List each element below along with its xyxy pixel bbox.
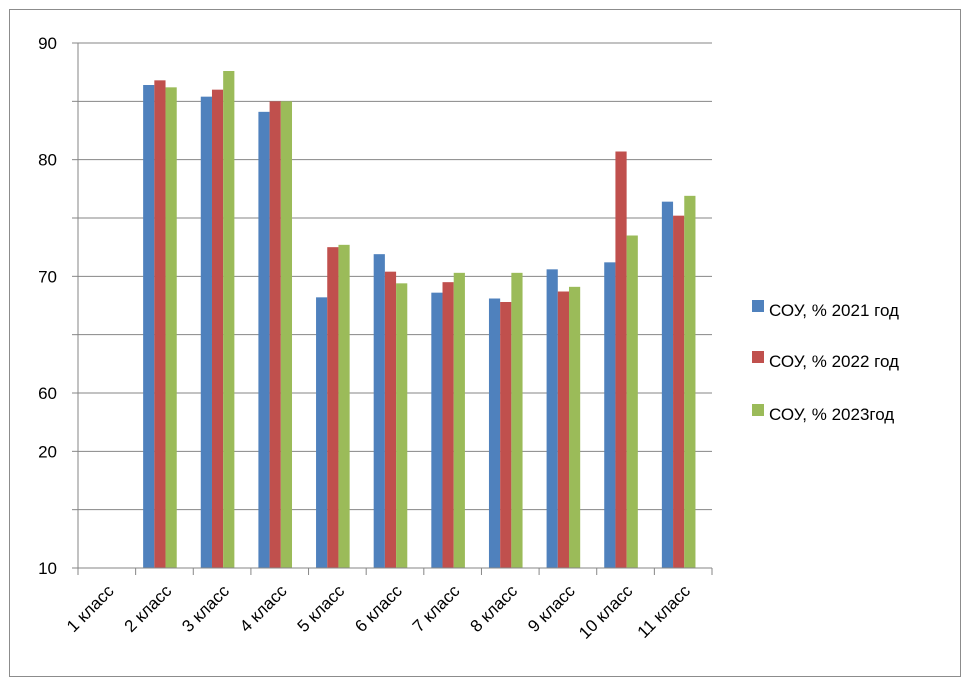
bar xyxy=(615,151,627,568)
x-tick-label: 11 класс xyxy=(634,581,695,642)
y-tick-label: 60 xyxy=(38,384,57,403)
y-tick-label: 20 xyxy=(38,442,57,461)
bar xyxy=(154,80,166,568)
x-tick-labels: 1 класс 2 класс 3 класс 4 класс 5 класс 6 кла… xyxy=(63,581,694,643)
x-tick-label: 9 класс xyxy=(524,581,579,636)
bar xyxy=(143,85,155,568)
bar xyxy=(384,271,397,568)
bar xyxy=(626,235,638,568)
x-tick-label: 3 класс xyxy=(178,581,233,636)
y-tick-label: 70 xyxy=(38,267,57,286)
bar xyxy=(338,244,350,569)
legend-swatch xyxy=(752,404,764,416)
bar xyxy=(431,292,443,568)
bar xyxy=(511,272,523,568)
axes xyxy=(72,42,713,575)
bar xyxy=(200,96,212,569)
bar xyxy=(373,254,385,568)
legend-label: СОУ, % 2022 год xyxy=(769,352,899,371)
bar xyxy=(453,272,465,568)
x-tick-label: 6 класс xyxy=(351,581,406,636)
y-tick-labels: 90 80 70 60 20 10 xyxy=(38,34,57,578)
bar xyxy=(684,195,696,569)
y-tick-label: 10 xyxy=(38,559,57,578)
legend-swatch xyxy=(752,351,764,363)
bar xyxy=(500,302,512,568)
bar xyxy=(557,291,569,568)
x-tick-label: 1 класс xyxy=(63,581,118,636)
bar xyxy=(223,71,235,568)
x-tick-label: 10 класс xyxy=(575,581,637,643)
bar xyxy=(269,101,281,568)
bar xyxy=(546,269,558,568)
bar xyxy=(327,247,339,568)
x-tick-label: 7 класс xyxy=(409,581,464,636)
bar xyxy=(211,89,224,569)
bar xyxy=(442,282,454,568)
legend: СОУ, % 2021 год СОУ, % 2022 год СОУ, % 202… xyxy=(752,300,899,424)
bar xyxy=(661,201,674,568)
bar xyxy=(673,215,685,568)
bar xyxy=(568,286,581,568)
x-tick-label: 2 класс xyxy=(121,581,176,636)
y-tick-label: 80 xyxy=(38,151,57,170)
bar xyxy=(316,297,328,568)
legend-label: СОУ, % 2021 год xyxy=(769,301,899,320)
bars xyxy=(143,71,696,569)
y-tick-label: 90 xyxy=(38,34,57,53)
bar xyxy=(396,283,408,568)
x-tick-label: 8 класс xyxy=(467,581,522,636)
bar xyxy=(258,111,270,568)
legend-label: СОУ, % 2023год xyxy=(769,405,894,424)
bar xyxy=(488,298,501,568)
x-tick-label: 5 класс xyxy=(294,581,349,636)
x-tick-label: 4 класс xyxy=(236,581,291,636)
bar xyxy=(604,262,616,568)
bar xyxy=(165,87,177,568)
legend-swatch xyxy=(752,300,764,312)
bar xyxy=(280,101,293,568)
